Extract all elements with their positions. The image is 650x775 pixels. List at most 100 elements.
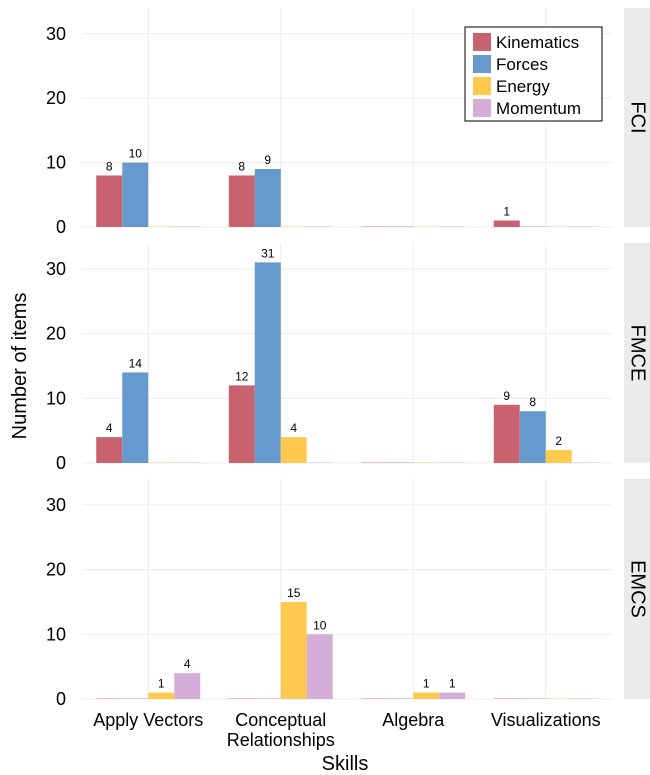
x-tick-label-visualizations: Visualizations [491,710,601,730]
bar-fmce-apply-vectors-kinematics [96,437,123,463]
facet-strip-emcs [624,479,650,699]
legend-swatch-momentum [473,99,491,117]
bar-emcs-algebra-energy [413,692,440,699]
data-label-fmce-visualizations-energy: 2 [555,434,562,448]
legend-label-forces: Forces [496,55,548,74]
data-label-fci-apply-vectors-forces: 10 [129,147,143,161]
y-tick-label-fci: 30 [46,24,66,44]
bar-emcs-conceptual-relationships-forces [254,698,281,699]
data-label-fmce-visualizations-forces: 8 [529,395,536,409]
facet-strip-fci [624,8,650,227]
bar-emcs-conceptual-relationships-energy [280,601,307,699]
legend-swatch-kinematics [473,33,491,51]
y-tick-label-fmce: 30 [46,259,66,279]
legend-label-kinematics: Kinematics [496,33,579,52]
y-tick-label-emcs: 20 [46,560,66,580]
legend-swatch-forces [473,55,491,73]
x-tick-label-algebra: Algebra [382,710,445,730]
y-tick-label-fci: 0 [56,217,66,237]
bar-fci-apply-vectors-kinematics [96,175,123,227]
bar-fmce-apply-vectors-energy [148,462,175,463]
x-axis-title: Skills [322,753,369,775]
bar-fmce-algebra-momentum [439,462,466,463]
data-label-emcs-conceptual-relationships-energy: 15 [287,586,301,600]
bar-emcs-algebra-forces [387,698,414,699]
bar-emcs-visualizations-forces [519,698,546,699]
data-label-emcs-algebra-energy: 1 [423,677,430,691]
bar-emcs-visualizations-energy [545,698,572,699]
data-label-fmce-conceptual-relationships-energy: 4 [290,421,297,435]
bar-fci-algebra-momentum [439,226,466,227]
y-tick-label-emcs: 30 [46,495,66,515]
facet-label-fmce: FMCE [627,325,649,382]
bar-fci-visualizations-momentum [571,226,598,227]
bar-fmce-apply-vectors-forces [122,372,149,463]
data-label-fci-conceptual-relationships-forces: 9 [264,153,271,167]
y-tick-label-emcs: 0 [56,689,66,709]
bar-fci-visualizations-forces [519,226,546,227]
data-label-fmce-conceptual-relationships-forces: 31 [261,246,275,260]
bar-emcs-algebra-kinematics [361,698,388,699]
facet-label-emcs: EMCS [627,560,649,618]
bar-emcs-apply-vectors-forces [122,698,149,699]
y-tick-label-fci: 10 [46,153,66,173]
bar-fmce-conceptual-relationships-forces [254,262,281,463]
bar-emcs-conceptual-relationships-kinematics [228,698,255,699]
y-tick-label-fci: 20 [46,88,66,108]
data-label-emcs-algebra-momentum: 1 [449,677,456,691]
y-tick-label-fmce: 20 [46,324,66,344]
bar-fmce-algebra-energy [413,462,440,463]
bar-fci-apply-vectors-momentum [174,226,201,227]
bar-emcs-conceptual-relationships-momentum [306,634,333,699]
bar-fci-algebra-energy [413,226,440,227]
y-tick-label-fmce: 0 [56,453,66,473]
bar-emcs-apply-vectors-energy [148,692,175,699]
data-label-emcs-apply-vectors-momentum: 4 [184,657,191,671]
data-label-fmce-visualizations-kinematics: 9 [503,389,510,403]
y-axis-title: Number of items [9,293,31,440]
x-tick-label-conceptual-relationships: Conceptual Relationships [227,710,335,750]
bar-fci-algebra-forces [387,226,414,227]
bar-emcs-apply-vectors-kinematics [96,698,123,699]
facet-strip-fmce [624,243,650,463]
legend-swatch-energy [473,77,491,95]
data-label-fmce-apply-vectors-kinematics: 4 [106,421,113,435]
bar-fmce-algebra-kinematics [361,462,388,463]
data-label-fci-conceptual-relationships-kinematics: 8 [238,159,245,173]
data-label-emcs-apply-vectors-energy: 1 [158,677,165,691]
bar-emcs-visualizations-kinematics [493,698,520,699]
bar-fci-algebra-kinematics [361,226,388,227]
bar-emcs-apply-vectors-momentum [174,673,201,699]
bar-emcs-algebra-momentum [439,692,466,699]
bar-fmce-conceptual-relationships-energy [280,437,307,463]
facet-label-fci: FCI [627,101,649,133]
y-tick-label-fmce: 10 [46,388,66,408]
data-label-fci-visualizations-kinematics: 1 [503,205,510,219]
bar-fci-conceptual-relationships-momentum [306,226,333,227]
bar-fmce-visualizations-momentum [571,462,598,463]
bar-fmce-algebra-forces [387,462,414,463]
bar-fci-apply-vectors-energy [148,226,175,227]
data-label-fmce-apply-vectors-forces: 14 [129,356,143,370]
x-tick-label-apply-vectors: Apply Vectors [93,710,203,730]
bar-fci-conceptual-relationships-forces [254,169,281,227]
legend-label-energy: Energy [496,77,550,96]
data-label-emcs-conceptual-relationships-momentum: 10 [313,618,327,632]
bar-fmce-visualizations-kinematics [493,404,520,463]
y-tick-label-emcs: 10 [46,624,66,644]
bar-emcs-visualizations-momentum [571,698,598,699]
bar-fci-conceptual-relationships-energy [280,226,307,227]
bar-fmce-visualizations-energy [545,450,572,463]
bar-fmce-apply-vectors-momentum [174,462,201,463]
legend-label-momentum: Momentum [496,99,581,118]
bar-fci-visualizations-kinematics [493,220,520,227]
bar-fci-apply-vectors-forces [122,162,149,227]
bar-fci-visualizations-energy [545,226,572,227]
data-label-fmce-conceptual-relationships-kinematics: 12 [235,369,249,383]
bar-fmce-conceptual-relationships-kinematics [228,385,255,463]
data-label-fci-apply-vectors-kinematics: 8 [106,159,113,173]
bar-fmce-conceptual-relationships-momentum [306,462,333,463]
bar-fmce-visualizations-forces [519,411,546,463]
bar-fci-conceptual-relationships-kinematics [228,175,255,227]
